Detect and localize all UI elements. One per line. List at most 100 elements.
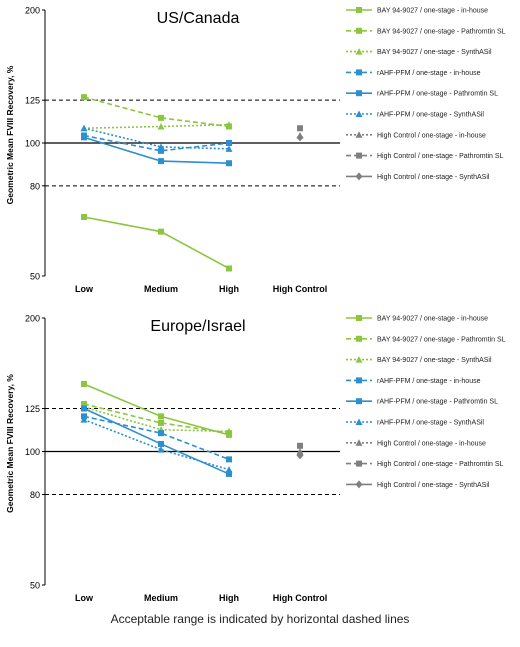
data-point [158, 158, 164, 165]
legend-label: BAY 94-9027 / one-stage - in-house [377, 8, 488, 15]
chart-title: Europe/Israel [150, 318, 245, 335]
legend-item: BAY 94-9027 / one-stage - Pathromtin SL [346, 27, 506, 35]
legend-label: BAY 94-9027 / one-stage - SynthASil [377, 49, 492, 56]
legend-marker [356, 398, 362, 405]
data-point [226, 456, 232, 463]
data-point [158, 413, 164, 420]
series-4 [81, 405, 232, 477]
legend-item: High Control / one-stage - in-house [346, 439, 486, 447]
legend-marker [356, 460, 362, 467]
data-point [297, 125, 303, 132]
x-tick-label: High [219, 284, 239, 294]
series-7 [297, 125, 303, 132]
data-point [158, 228, 164, 235]
y-axis-label: Geometric Mean FVIII Recovery, % [5, 65, 15, 204]
data-point [297, 442, 303, 449]
legend-item: High Control / one-stage - Pathromtin SL [346, 152, 504, 160]
series-7 [297, 442, 303, 449]
data-point [225, 145, 233, 152]
series-line [83, 96, 230, 128]
data-point [158, 430, 164, 437]
series-4 [81, 134, 232, 167]
legend-label: High Control / one-stage - Pathromtin SL [377, 461, 504, 468]
x-tick-label: Low [75, 593, 94, 603]
y-tick-label: 50 [30, 581, 40, 591]
legend-label: BAY 94-9027 / one-stage - in-house [377, 316, 488, 323]
data-point [226, 470, 232, 477]
series-line [83, 418, 230, 471]
legend-item: High Control / one-stage - SynthASil [346, 480, 490, 489]
legend-marker [355, 439, 363, 446]
series-line [83, 127, 230, 150]
chart-panel-0: 50 80 100 125 200 Geometric Mean FVIII Recove… [5, 6, 506, 295]
legend-marker [356, 27, 362, 34]
legend-marker [356, 335, 362, 342]
legend-marker [355, 418, 363, 425]
legend-label: BAY 94-9027 / one-stage - SynthASil [377, 357, 492, 364]
data-point [81, 380, 87, 387]
legend-marker [356, 315, 362, 321]
legend-label: rAHF-PFM / one-stage - in-house [377, 70, 481, 77]
y-tick-label: 80 [30, 490, 40, 500]
chart-title: US/Canada [157, 10, 240, 27]
y-tick-label: 100 [25, 139, 40, 149]
data-point [225, 466, 233, 473]
data-point [80, 416, 88, 423]
legend-item: rAHF-PFM / one-stage - Pathromtin SL [346, 90, 498, 98]
data-point [296, 448, 304, 455]
legend-label: High Control / one-stage - in-house [377, 440, 486, 447]
legend-label: rAHF-PFM / one-stage - in-house [377, 378, 481, 385]
legend-label: High Control / one-stage - SynthASil [377, 482, 490, 489]
y-tick-label: 100 [25, 447, 40, 457]
x-tick-label: Low [75, 284, 94, 294]
legend-item: rAHF-PFM / one-stage - in-house [346, 69, 481, 77]
data-point [226, 160, 232, 167]
data-point [158, 440, 164, 447]
legend-label: rAHF-PFM / one-stage - SynthASil [377, 112, 484, 119]
legend-marker [355, 356, 363, 363]
series-line [83, 123, 230, 130]
legend-item: BAY 94-9027 / one-stage - SynthASil [346, 356, 492, 364]
series-line [83, 383, 230, 436]
series-5 [80, 416, 233, 473]
data-point [296, 133, 304, 142]
chart-panel-1: 50 80 100 125 200 Geometric Mean FVIII Recove… [5, 314, 506, 604]
data-point [157, 122, 165, 130]
legend-item: BAY 94-9027 / one-stage - in-house [346, 315, 488, 323]
legend-marker [355, 480, 363, 489]
data-point [296, 451, 304, 460]
series-3 [81, 413, 232, 463]
data-point [158, 114, 164, 121]
series-1 [81, 94, 232, 130]
legend-label: BAY 94-9027 / one-stage - Pathromtin SL [377, 28, 506, 35]
legend-item: rAHF-PFM / one-stage - SynthASil [346, 110, 484, 119]
legend-item: rAHF-PFM / one-stage - SynthASil [346, 418, 484, 427]
y-tick-label: 125 [25, 96, 40, 106]
y-tick-label: 80 [30, 181, 40, 191]
series-line [83, 407, 230, 475]
x-tick-label: High Control [273, 284, 328, 294]
data-point [158, 419, 164, 426]
data-point [81, 94, 87, 101]
data-point [81, 405, 87, 412]
series-line [83, 134, 230, 152]
legend-item: High Control / one-stage - Pathromtin SL [346, 460, 504, 468]
legend-item: rAHF-PFM / one-stage - in-house [346, 377, 481, 385]
legend-marker [356, 69, 362, 76]
legend-item: BAY 94-9027 / one-stage - Pathromtin SL [346, 335, 506, 343]
series-8 [296, 451, 304, 460]
legend-label: BAY 94-9027 / one-stage - Pathromtin SL [377, 336, 506, 343]
y-axis-label: Geometric Mean FVIII Recovery, % [5, 374, 15, 513]
y-tick-label: 125 [25, 404, 40, 414]
series-2 [80, 121, 233, 132]
x-tick-label: Medium [144, 593, 178, 603]
legend-marker [355, 48, 363, 55]
legend-marker [355, 172, 363, 181]
legend-label: High Control / one-stage - in-house [377, 132, 486, 139]
series-8 [296, 133, 304, 142]
data-point [225, 121, 233, 128]
legend-marker [355, 110, 363, 117]
legend-label: High Control / one-stage - Pathromtin SL [377, 153, 504, 160]
series-5 [80, 124, 233, 152]
